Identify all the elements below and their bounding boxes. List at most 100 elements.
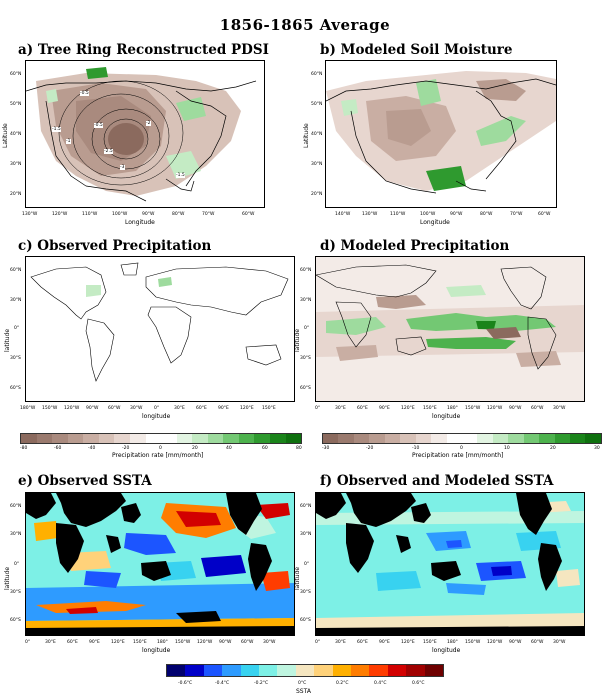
xtick: 30°E	[335, 640, 346, 645]
panel-f-title: f) Observed and Modeled SSTA	[320, 473, 554, 489]
ytick: 30°N	[311, 162, 323, 167]
ytick: 60°S	[10, 386, 21, 391]
panel-b-ylabel: Latitude	[303, 123, 310, 148]
cbar-tick: -0.2°C	[254, 681, 269, 686]
xtick: 150°W	[175, 640, 191, 645]
panel-d-title: d) Modeled Precipitation	[320, 238, 510, 254]
xtick: 60°W	[531, 640, 544, 645]
xtick: 60°W	[531, 406, 544, 411]
ytick: 40°N	[10, 132, 22, 137]
panel-b-title: b) Modeled Soil Moisture	[320, 42, 513, 58]
panel-e-title: e) Observed SSTA	[18, 473, 152, 489]
panel-b-soil-field	[326, 71, 556, 194]
ytick: 50°N	[311, 102, 323, 107]
xtick: 60°W	[241, 640, 254, 645]
xtick: 80°W	[480, 212, 493, 217]
xtick: 150°W	[42, 406, 58, 411]
cbar-tick: 40	[226, 446, 232, 451]
ytick: 60°N	[311, 72, 323, 77]
xtick: 120°E	[401, 640, 415, 645]
xtick: 60°E	[357, 406, 368, 411]
cbar-tick: -80	[20, 446, 28, 451]
xtick: 30°W	[553, 640, 566, 645]
xtick: 90°E	[89, 640, 100, 645]
xtick: 60°W	[538, 212, 551, 217]
cbar-tick: 0	[159, 446, 162, 451]
xtick: 30°W	[553, 406, 566, 411]
xtick: 110°W	[82, 212, 98, 217]
ytick: 30°N	[10, 298, 22, 303]
ytick: 0°	[304, 326, 310, 331]
ytick: 60°N	[10, 72, 22, 77]
ytick: 40°N	[311, 132, 323, 137]
ytick: 60°S	[10, 618, 21, 623]
panel-e-ylabel: latitude	[4, 566, 11, 590]
cbar-tick: -40	[88, 446, 96, 451]
xtick: 120°W	[197, 640, 213, 645]
xtick: 130°W	[22, 212, 38, 217]
ytick: 30°S	[10, 356, 21, 361]
cbar-tick: 20	[550, 446, 556, 451]
panel-d-ylabel: latitude	[294, 328, 301, 352]
xtick: 60°E	[196, 406, 207, 411]
cbar-tick: -0.4°C	[215, 681, 230, 686]
xtick: 150°W	[465, 406, 481, 411]
xtick: 60°E	[67, 640, 78, 645]
xtick: 0°	[315, 406, 321, 411]
cbar-tick: 0.6°C	[412, 681, 425, 686]
xtick: 70°W	[510, 212, 523, 217]
xtick: 150°W	[465, 640, 481, 645]
cbar-tick: 60	[262, 446, 268, 451]
panel-f-map	[315, 492, 585, 636]
xtick: 150°E	[423, 640, 437, 645]
precip-obs-colorbar-label: Precipitation rate [mm/month]	[112, 452, 204, 459]
cbar-tick: -20	[122, 446, 130, 451]
ytick: 50°N	[10, 102, 22, 107]
panel-d-mod-precip	[316, 257, 584, 401]
ssta-colorbar-label: SSTA	[296, 688, 311, 695]
ytick: 30°S	[300, 590, 311, 595]
xtick: 120°W	[487, 640, 503, 645]
xtick: 100°W	[112, 212, 128, 217]
xtick: 80°W	[172, 212, 185, 217]
xtick: 90°W	[509, 406, 522, 411]
ytick: 30°S	[300, 356, 311, 361]
xtick: 150°E	[423, 406, 437, 411]
xtick: 30°W	[263, 640, 276, 645]
cbar-tick: 10	[504, 446, 510, 451]
cbar-tick: 20	[192, 446, 198, 451]
xtick: 180°W	[20, 406, 36, 411]
contour-label: -0.5	[80, 91, 89, 96]
ytick: 30°N	[10, 532, 22, 537]
xtick: 60°W	[108, 406, 121, 411]
cbar-tick: 30	[594, 446, 600, 451]
panel-a-title: a) Tree Ring Reconstructed PDSI	[18, 42, 269, 58]
ytick: 30°N	[300, 298, 312, 303]
panel-a-ylabel: Latitude	[2, 123, 9, 148]
xtick: 150°E	[133, 640, 147, 645]
cbar-tick: 80	[296, 446, 302, 451]
panel-d-map	[315, 256, 585, 402]
xtick: 0°	[25, 640, 31, 645]
ytick: 60°S	[300, 618, 311, 623]
xtick: 90°W	[219, 640, 232, 645]
contour-label: -1.5	[52, 127, 61, 132]
xtick: 30°E	[45, 640, 56, 645]
cbar-tick: 0°C	[298, 681, 307, 686]
xtick: 30°E	[335, 406, 346, 411]
xtick: 90°W	[86, 406, 99, 411]
xtick: 150°E	[262, 406, 276, 411]
panel-d-xlabel: longitude	[432, 413, 461, 420]
xtick: 130°W	[362, 212, 378, 217]
ytick: 20°N	[10, 192, 22, 197]
xtick: 120°W	[64, 406, 80, 411]
ssta-colorbar	[166, 664, 444, 677]
xtick: 30°W	[130, 406, 143, 411]
panel-e-obs-ssta	[26, 493, 294, 635]
ytick: 60°N	[10, 504, 22, 509]
xtick: 90°E	[379, 406, 390, 411]
xtick: 120°E	[401, 406, 415, 411]
ytick: 0°	[14, 326, 20, 331]
xtick: 180°	[447, 640, 458, 645]
cbar-tick: -30	[322, 446, 330, 451]
